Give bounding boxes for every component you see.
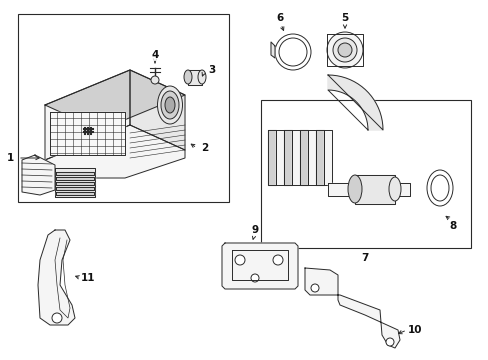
Polygon shape: [56, 177, 94, 180]
Polygon shape: [56, 187, 94, 190]
Polygon shape: [275, 130, 284, 185]
Polygon shape: [324, 130, 331, 185]
Polygon shape: [315, 130, 324, 185]
Text: 7: 7: [361, 253, 368, 263]
Circle shape: [337, 43, 351, 57]
Text: 1: 1: [6, 153, 14, 163]
Polygon shape: [291, 130, 299, 185]
Polygon shape: [327, 183, 409, 196]
Ellipse shape: [430, 175, 448, 201]
Ellipse shape: [161, 91, 179, 119]
Polygon shape: [284, 130, 291, 185]
Text: 10: 10: [407, 325, 421, 335]
Polygon shape: [305, 268, 399, 348]
Polygon shape: [354, 175, 394, 204]
Circle shape: [151, 76, 159, 84]
Polygon shape: [222, 243, 297, 289]
Polygon shape: [22, 155, 55, 195]
Circle shape: [385, 338, 393, 346]
Circle shape: [235, 255, 244, 265]
Polygon shape: [327, 75, 382, 130]
Polygon shape: [55, 168, 95, 197]
Polygon shape: [56, 172, 94, 175]
Ellipse shape: [157, 86, 182, 124]
Text: 2: 2: [201, 143, 208, 153]
Text: 4: 4: [151, 50, 159, 60]
Ellipse shape: [347, 175, 361, 203]
Ellipse shape: [388, 177, 400, 201]
Circle shape: [310, 284, 318, 292]
Circle shape: [332, 38, 356, 62]
Polygon shape: [50, 112, 125, 155]
Polygon shape: [45, 70, 184, 130]
Text: 8: 8: [448, 221, 456, 231]
Circle shape: [274, 34, 310, 70]
Polygon shape: [56, 192, 94, 195]
Circle shape: [250, 274, 259, 282]
Circle shape: [279, 38, 306, 66]
Polygon shape: [299, 130, 307, 185]
Text: 5: 5: [341, 13, 348, 23]
Polygon shape: [45, 70, 130, 160]
Polygon shape: [267, 130, 275, 185]
Text: 3: 3: [208, 65, 215, 75]
Polygon shape: [130, 70, 184, 150]
Ellipse shape: [183, 70, 192, 84]
Ellipse shape: [198, 70, 205, 84]
Circle shape: [52, 313, 62, 323]
Text: 11: 11: [81, 273, 95, 283]
Text: 6: 6: [276, 13, 283, 23]
Bar: [261, 100, 470, 248]
Polygon shape: [35, 125, 184, 178]
Polygon shape: [56, 182, 94, 185]
Text: 9: 9: [251, 225, 258, 235]
Circle shape: [272, 255, 283, 265]
Ellipse shape: [164, 97, 175, 113]
Circle shape: [326, 32, 362, 68]
Polygon shape: [307, 130, 315, 185]
Ellipse shape: [426, 170, 452, 206]
Polygon shape: [270, 42, 274, 58]
Bar: [18, 14, 228, 202]
Polygon shape: [38, 230, 75, 325]
Polygon shape: [187, 70, 202, 85]
